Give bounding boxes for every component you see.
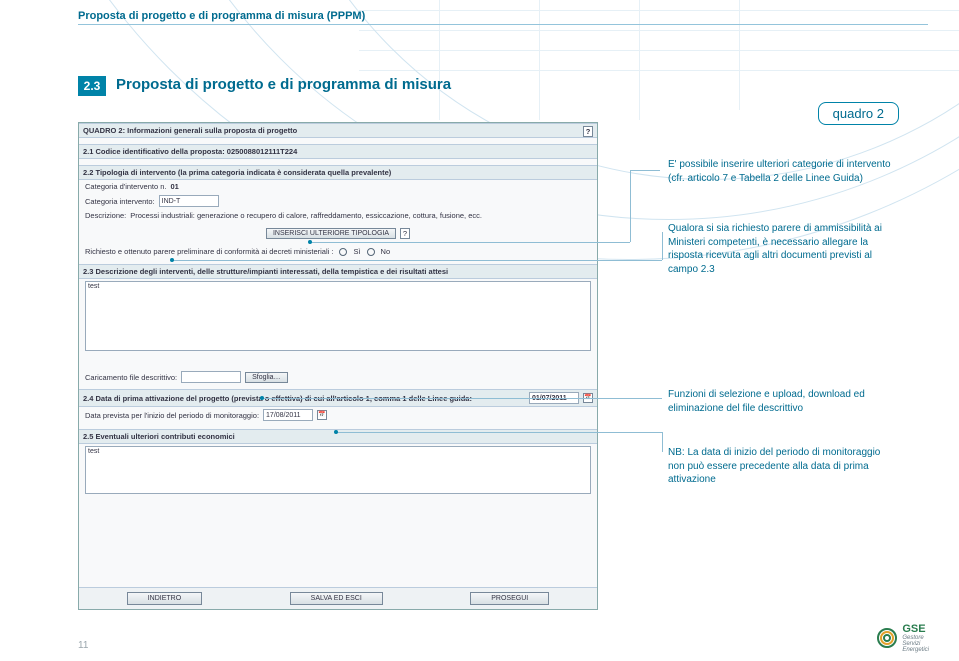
quadro-header-text: QUADRO 2: Informazioni generali sulla pr…	[83, 126, 297, 135]
descrizione-value: Processi industriali: generazione o recu…	[130, 211, 591, 220]
leader-line	[630, 170, 631, 242]
leader-line	[662, 232, 663, 260]
categoria-n-row: Categoria d'intervento n. 01	[79, 180, 597, 193]
indietro-button[interactable]: INDIETRO	[127, 592, 202, 605]
parere-label: Richiesto e ottenuto parere preliminare …	[85, 247, 333, 256]
categoria-int-row: Categoria intervento: IND-T	[79, 193, 597, 209]
gse-logo: GSE Gestore Servizi Energetici	[876, 623, 929, 653]
leader-dot	[170, 258, 174, 262]
parere-si-label: Sì	[353, 247, 360, 256]
section-2-1-bar: 2.1 Codice identificativo della proposta…	[79, 144, 597, 159]
upload-filename-field[interactable]	[181, 371, 241, 383]
prosegui-button[interactable]: PROSEGUI	[470, 592, 549, 605]
callout-date-warning: NB: La data di inizio del periodo di mon…	[668, 446, 898, 487]
upload-row: Caricamento file descrittivo: Sfoglia…	[79, 369, 597, 385]
section-2-3-bar: 2.3 Descrizione degli interventi, delle …	[79, 264, 597, 279]
leader-dot	[308, 240, 312, 244]
form-screenshot: QUADRO 2: Informazioni generali sulla pr…	[78, 122, 598, 610]
quadro-badge: quadro 2	[818, 102, 899, 125]
salva-button[interactable]: SALVA ED ESCI	[290, 592, 383, 605]
leader-line	[262, 398, 662, 399]
sfoglia-button[interactable]: Sfoglia…	[245, 372, 287, 383]
descrizione-label: Descrizione:	[85, 211, 126, 220]
gse-sub3: Energetici	[902, 647, 929, 653]
categoria-n-label: Categoria d'intervento n.	[85, 182, 166, 191]
section-title: Proposta di progetto e di programma di m…	[116, 76, 451, 93]
parere-no-radio[interactable]	[367, 248, 375, 256]
data-monitoraggio-field[interactable]: 17/08/2011	[263, 409, 313, 421]
help-icon[interactable]: ?	[400, 228, 410, 239]
leader-dot	[260, 396, 264, 400]
gse-swirl-icon	[876, 627, 898, 649]
leader-line	[336, 432, 662, 433]
interventi-textarea[interactable]: test	[85, 281, 591, 351]
help-icon[interactable]: ?	[583, 126, 593, 137]
breadcrumb: Proposta di progetto e di programma di m…	[78, 10, 365, 22]
leader-dot	[334, 430, 338, 434]
upload-label: Caricamento file descrittivo:	[85, 373, 177, 382]
header-rule	[78, 24, 928, 25]
contributi-textarea[interactable]: test	[85, 446, 591, 494]
section-2-2-bar: 2.2 Tipologia di intervento (la prima ca…	[79, 165, 597, 180]
callout-upload: Funzioni di selezione e upload, download…	[668, 388, 898, 415]
quadro-header-bar: QUADRO 2: Informazioni generali sulla pr…	[79, 123, 597, 138]
leader-line	[630, 170, 660, 171]
page-number: 11	[78, 640, 88, 651]
section-number-badge: 2.3	[78, 76, 106, 96]
data-monitoraggio-label: Data prevista per l'inizio del periodo d…	[85, 411, 259, 420]
categoria-n-value: 01	[170, 182, 178, 191]
descrizione-row: Descrizione: Processi industriali: gener…	[79, 209, 597, 222]
leader-line	[310, 242, 630, 243]
add-tipologia-button[interactable]: INSERISCI ULTERIORE TIPOLOGIA	[266, 228, 396, 239]
data-monitoraggio-row: Data prevista per l'inizio del periodo d…	[79, 407, 597, 423]
leader-line	[172, 260, 662, 261]
callout-parere: Qualora si sia richiesto parere di ammis…	[668, 222, 898, 276]
categoria-int-label: Categoria intervento:	[85, 197, 155, 206]
categoria-int-select[interactable]: IND-T	[159, 195, 219, 207]
parere-no-label: No	[381, 247, 391, 256]
callout-categorie: E' possibile inserire ulteriori categori…	[668, 158, 898, 185]
parere-si-radio[interactable]	[339, 248, 347, 256]
parere-row: Richiesto e ottenuto parere preliminare …	[79, 245, 597, 258]
calendar-icon[interactable]: 📅	[317, 410, 327, 420]
gse-name: GSE	[902, 623, 929, 635]
leader-line	[662, 432, 663, 452]
form-footer: INDIETRO SALVA ED ESCI PROSEGUI	[79, 587, 597, 609]
